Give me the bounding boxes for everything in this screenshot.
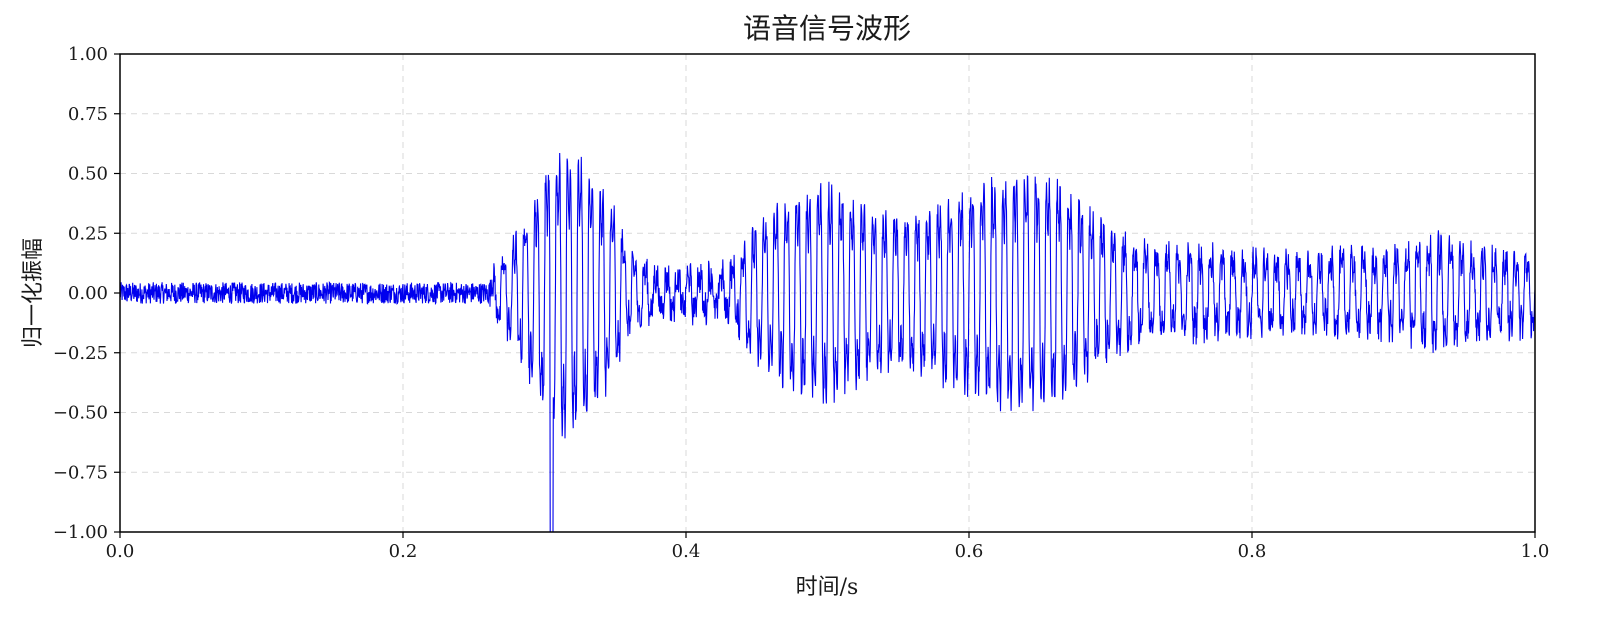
y-tick-label: −1.00 bbox=[53, 522, 108, 543]
y-tick-label: −0.50 bbox=[53, 403, 108, 424]
y-axis: −1.00 −0.75 −0.50 −0.25 0.00 0.25 0.50 0.75 1.00 bbox=[53, 44, 120, 543]
y-tick-label: 0.50 bbox=[68, 164, 108, 185]
x-tick-label: 0.8 bbox=[1238, 541, 1267, 562]
y-tick-label: 1.00 bbox=[68, 44, 108, 65]
y-tick-label: −0.75 bbox=[53, 462, 108, 483]
waveform-series bbox=[119, 152, 1536, 533]
x-tick-label: 0.6 bbox=[955, 541, 984, 562]
y-tick-label: 0.00 bbox=[68, 283, 108, 304]
waveform-line bbox=[119, 152, 1536, 533]
x-tick-label: 0.4 bbox=[672, 541, 701, 562]
x-tick-label: 0.2 bbox=[389, 541, 418, 562]
y-tick-label: −0.25 bbox=[53, 343, 108, 364]
y-tick-label: 0.25 bbox=[68, 223, 108, 244]
y-axis-label: 归一化振幅 bbox=[21, 238, 46, 348]
y-tick-label: 0.75 bbox=[68, 104, 108, 125]
x-axis-label: 时间/s bbox=[796, 575, 859, 600]
chart-title: 语音信号波形 bbox=[743, 12, 911, 45]
x-axis: 0.0 0.2 0.4 0.6 0.8 1.0 bbox=[106, 532, 1550, 562]
x-tick-label: 0.0 bbox=[106, 541, 135, 562]
x-tick-label: 1.0 bbox=[1521, 541, 1550, 562]
